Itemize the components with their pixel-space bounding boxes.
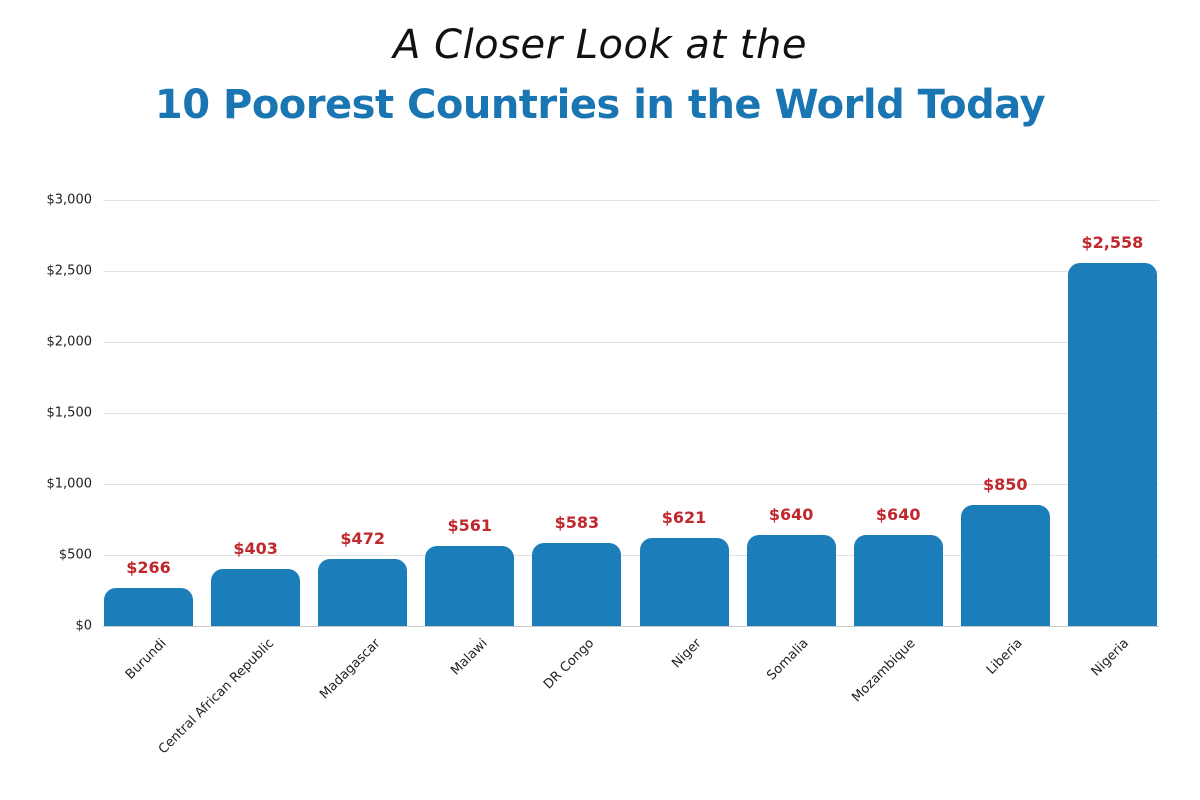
gridline xyxy=(103,413,1159,414)
bar-value-label: $472 xyxy=(340,528,385,548)
y-axis-tick-label: $3,000 xyxy=(46,192,93,208)
bar-value-label: $266 xyxy=(126,558,171,578)
bar-liberia xyxy=(960,505,1050,626)
y-axis-tick-label: $0 xyxy=(75,618,92,634)
x-axis-category-label: Nigeria xyxy=(1089,636,1133,680)
gridline xyxy=(103,484,1159,485)
bar-value-label: $2,558 xyxy=(1081,232,1144,252)
x-axis-category-label: Somalia xyxy=(764,636,812,684)
bar-madagascar xyxy=(318,558,408,626)
bar-somalia xyxy=(746,535,836,626)
bar-dr-congo xyxy=(532,543,622,626)
gridline xyxy=(103,200,1159,201)
x-axis-category-label: DR Congo xyxy=(540,636,598,693)
y-axis-tick-label: $1,500 xyxy=(46,405,93,421)
bar-niger xyxy=(639,537,729,626)
x-axis-category-label: Liberia xyxy=(984,636,1026,678)
bar-value-label: $561 xyxy=(447,516,493,536)
y-axis-tick-label: $500 xyxy=(58,547,92,563)
bar-value-label: $403 xyxy=(233,538,278,558)
y-axis-tick-label: $2,000 xyxy=(46,334,93,350)
gridline xyxy=(103,271,1159,272)
x-axis-category-label: Malawi xyxy=(447,636,491,679)
bar-value-label: $621 xyxy=(661,507,707,527)
x-axis-category-label: Madagascar xyxy=(316,636,384,703)
y-axis-tick-label: $1,000 xyxy=(46,476,93,492)
bar-burundi xyxy=(104,588,193,626)
bar-mozambique xyxy=(853,535,943,626)
bar-nigeria xyxy=(1067,262,1157,626)
x-axis-category-label: Niger xyxy=(669,636,705,672)
bar-malawi xyxy=(425,546,515,626)
bar-value-label: $640 xyxy=(768,505,814,525)
x-axis-category-label: Burundi xyxy=(122,636,169,683)
x-axis-baseline xyxy=(103,626,1159,627)
bar-value-label: $850 xyxy=(983,475,1028,495)
gridline xyxy=(103,342,1159,343)
chart-title-line1: A Closer Look at the xyxy=(393,22,807,68)
chart-title-line2: 10 Poorest Countries in the World Today xyxy=(154,82,1046,128)
bar-central-african-republic xyxy=(211,568,301,626)
gridline xyxy=(103,555,1159,556)
x-axis-category-label: Mozambique xyxy=(849,636,919,706)
bar-value-label: $640 xyxy=(875,505,921,525)
y-axis-tick-label: $2,500 xyxy=(46,263,93,279)
x-axis-category-label: Central African Republic xyxy=(155,636,277,758)
bar-value-label: $583 xyxy=(554,513,600,533)
